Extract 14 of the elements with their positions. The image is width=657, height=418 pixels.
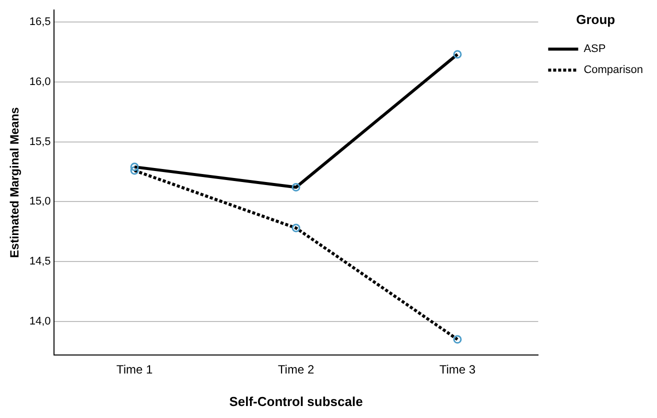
legend-title: Group [576,12,616,28]
y-tick-label: 14,0 [29,315,51,328]
y-tick-label: 16,0 [29,76,51,88]
y-tick-label: 16,5 [29,16,51,28]
x-tick-label: Time 2 [278,362,314,377]
y-tick-label: 14,5 [29,256,51,268]
x-tick-label: Time 3 [439,362,476,377]
x-axis-title: Self-Control subscale [229,394,363,409]
y-tick-label: 15,0 [29,196,51,208]
legend-label: Comparison [584,64,644,76]
x-tick-label: Time 1 [116,362,153,377]
y-tick-label: 15,5 [29,136,51,148]
legend-label: ASP [584,43,606,56]
y-axis-title: Estimated Marginal Means [8,106,22,258]
